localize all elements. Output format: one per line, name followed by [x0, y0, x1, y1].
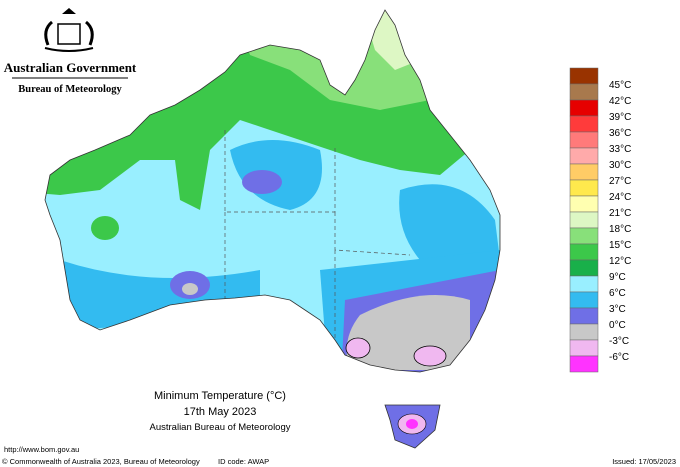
url: http://www.bom.gov.au — [4, 445, 79, 454]
copyright: © Commonwealth of Australia 2023, Bureau… — [2, 457, 200, 466]
caption-date: 17th May 2023 — [184, 406, 257, 418]
legend-swatch — [569, 227, 599, 245]
caption-source: Australian Bureau of Meteorology — [150, 422, 291, 433]
legend-label: 12°C — [609, 256, 631, 267]
caption-title: Minimum Temperature (°C) — [154, 390, 286, 402]
legend-swatch — [569, 147, 599, 165]
issued: Issued: 17/05/2023 — [612, 457, 676, 466]
coastline — [44, 9, 501, 373]
legend-swatch — [569, 163, 599, 181]
government: Australian Government — [4, 60, 137, 75]
legend-label: 0°C — [609, 320, 626, 331]
legend-label: 9°C — [609, 272, 626, 283]
legend-swatch — [569, 211, 599, 229]
legend-swatch — [569, 179, 599, 197]
emblem — [44, 8, 94, 52]
agency: Bureau of Meteorology — [18, 84, 122, 95]
legend-label: -3°C — [609, 336, 629, 347]
legend-label: 45°C — [609, 80, 631, 91]
legend-label: 21°C — [609, 208, 631, 219]
legend-label: 39°C — [609, 112, 631, 123]
legend-label: 36°C — [609, 128, 631, 139]
legend-swatch — [569, 131, 599, 149]
legend-label: 24°C — [609, 192, 631, 203]
legend-label: 30°C — [609, 160, 631, 171]
legend-swatch — [569, 243, 599, 261]
tasmania — [384, 404, 441, 449]
legend-swatch — [569, 339, 599, 357]
legend-swatch — [569, 275, 599, 293]
legend-label: 3°C — [609, 304, 626, 315]
legend-label: 18°C — [609, 224, 631, 235]
legend-label: 42°C — [609, 96, 631, 107]
legend-label: 33°C — [609, 144, 631, 155]
legend-label: -6°C — [609, 352, 629, 363]
legend-swatch — [569, 83, 599, 101]
legend-swatch — [569, 307, 599, 325]
id-code: ID code: AWAP — [218, 457, 269, 466]
legend-swatch — [569, 291, 599, 309]
legend-label: 27°C — [609, 176, 631, 187]
legend: 45°C 42°C 39°C 36°C 33°C 30°C 27°C 24°C 21°C 18°C… — [569, 67, 631, 373]
legend-swatch — [569, 323, 599, 341]
legend-swatch — [569, 99, 599, 117]
legend-label: 15°C — [609, 240, 631, 251]
legend-swatch — [569, 67, 599, 85]
legend-swatch — [569, 355, 599, 373]
legend-swatch — [569, 115, 599, 133]
legend-swatch — [569, 259, 599, 277]
legend-label: 6°C — [609, 288, 626, 299]
legend-swatch — [569, 195, 599, 213]
